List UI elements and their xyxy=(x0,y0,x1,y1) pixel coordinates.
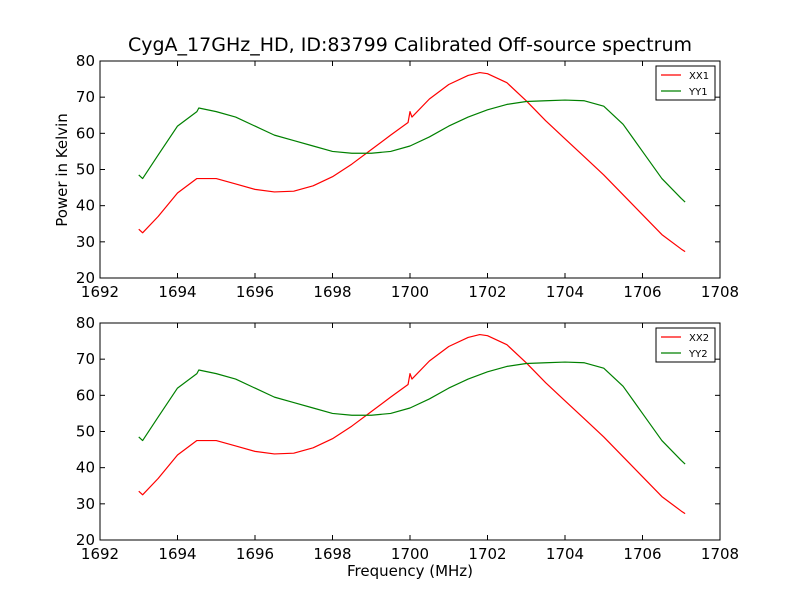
chart-title: CygA_17GHz_HD, ID:83799 Calibrated Off-s… xyxy=(127,34,692,56)
x-tick-label: 1698 xyxy=(313,545,351,563)
series-line-xx2 xyxy=(138,333,686,515)
series-line-xx1 xyxy=(138,71,686,253)
bottom-plot-panel: 1692 1694 1696 1698 1700 1702 1704 1706 1708 20 30… xyxy=(76,314,739,563)
y-tick-label: 40 xyxy=(76,197,95,215)
x-tick-label: 1700 xyxy=(391,545,429,563)
x-tick-label: 1694 xyxy=(158,545,196,563)
plot-frame xyxy=(99,322,721,541)
x-tick-label: 1702 xyxy=(468,545,506,563)
y-tick-label: 50 xyxy=(76,423,95,441)
x-tick-label: 1692 xyxy=(81,545,119,563)
x-tick-label: 1700 xyxy=(391,283,429,301)
x-axis-label: Frequency (MHz) xyxy=(346,562,474,580)
y-tick-label: 70 xyxy=(76,88,95,106)
legend-box xyxy=(655,65,716,101)
y-tick-label: 70 xyxy=(76,350,95,368)
y-tick-label: 20 xyxy=(76,269,95,287)
legend-label-xx1: XX1 xyxy=(689,71,709,82)
top-plot-panel: 1692 1694 1696 1698 1700 1702 1704 1706 1708 20 30… xyxy=(76,52,739,301)
y-tick-label: 20 xyxy=(76,531,95,549)
y-tick-label: 80 xyxy=(76,52,95,70)
series-line-yy2 xyxy=(138,361,686,465)
x-tick-label: 1692 xyxy=(81,283,119,301)
x-tick-label: 1696 xyxy=(236,283,274,301)
x-tick-label: 1696 xyxy=(236,545,274,563)
y-tick-label: 80 xyxy=(76,314,95,332)
legend-label-yy2: YY2 xyxy=(688,349,708,360)
legend-box xyxy=(655,327,716,363)
y-tick-label: 40 xyxy=(76,459,95,477)
x-tick-label: 1706 xyxy=(623,545,661,563)
legend-label-yy1: YY1 xyxy=(688,87,708,98)
y-tick-label: 30 xyxy=(76,233,95,251)
x-tick-label: 1708 xyxy=(701,545,739,563)
y-tick-label: 30 xyxy=(76,495,95,513)
x-tick-label: 1704 xyxy=(546,283,584,301)
legend-label-xx2: XX2 xyxy=(689,333,709,344)
x-tick-label: 1704 xyxy=(546,545,584,563)
y-tick-label: 60 xyxy=(76,386,95,404)
y-tick-label: 60 xyxy=(76,124,95,142)
x-tick-label: 1698 xyxy=(313,283,351,301)
x-tick-label: 1708 xyxy=(701,283,739,301)
x-tick-label: 1706 xyxy=(623,283,661,301)
plot-frame xyxy=(99,60,721,279)
y-tick-label: 50 xyxy=(76,161,95,179)
x-tick-label: 1694 xyxy=(158,283,196,301)
series-line-yy1 xyxy=(138,99,686,203)
x-tick-label: 1702 xyxy=(468,283,506,301)
